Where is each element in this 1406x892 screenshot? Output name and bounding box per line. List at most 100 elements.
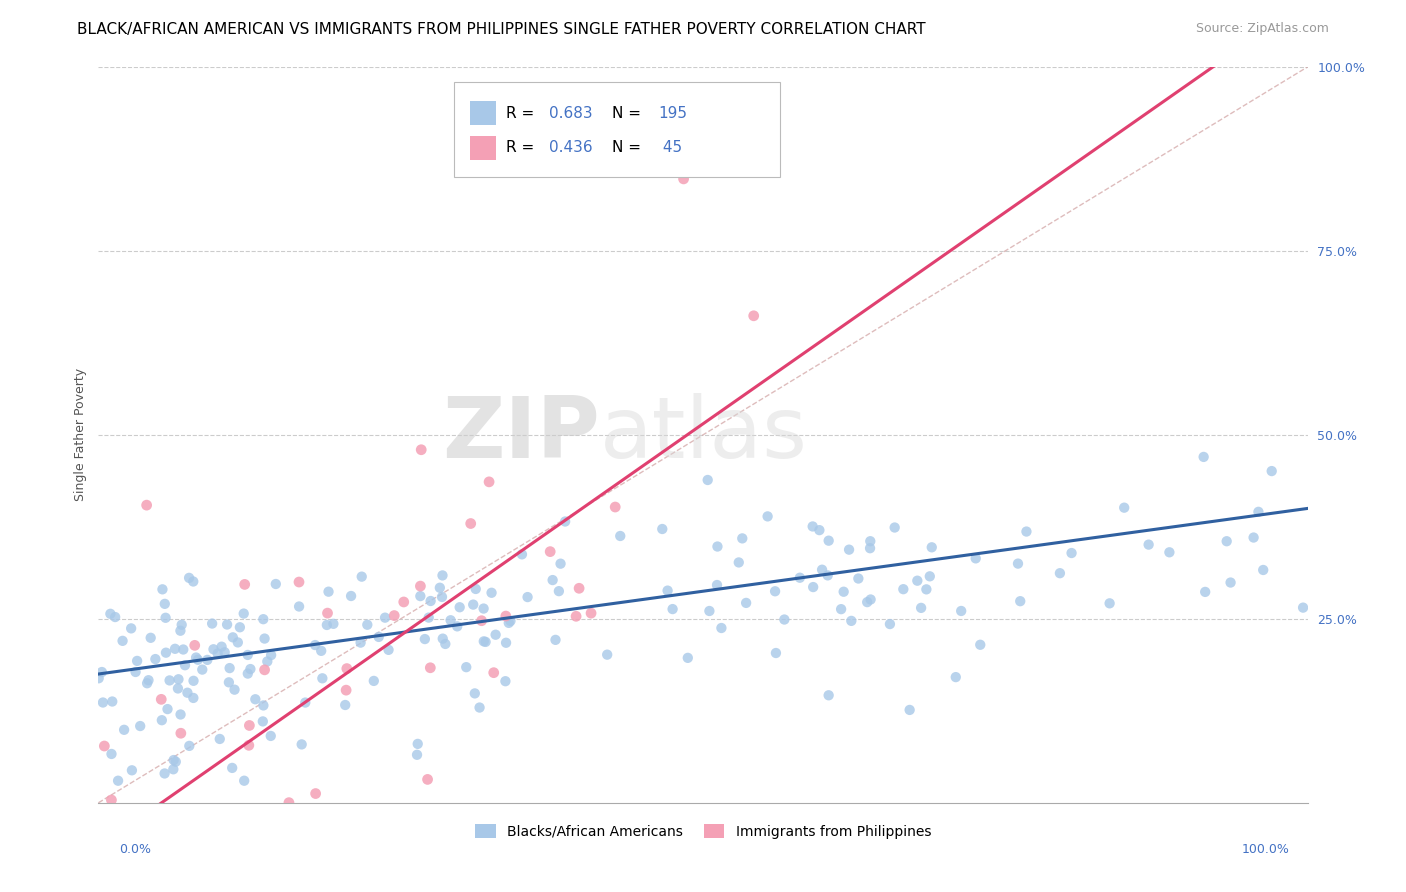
FancyBboxPatch shape xyxy=(454,81,780,178)
Point xyxy=(1243,531,1265,545)
Point xyxy=(163,641,186,656)
Point xyxy=(430,590,453,604)
Point xyxy=(183,690,205,705)
Point xyxy=(238,718,260,732)
Text: 45: 45 xyxy=(658,140,682,155)
Point xyxy=(374,610,396,624)
Point xyxy=(801,580,824,594)
Point xyxy=(218,675,240,690)
Point xyxy=(485,628,508,642)
Text: 100.0%: 100.0% xyxy=(1241,843,1289,855)
Point xyxy=(93,832,115,847)
Point xyxy=(468,700,491,714)
Point xyxy=(245,692,267,706)
Point xyxy=(676,651,699,665)
Point xyxy=(224,682,246,697)
Point xyxy=(202,642,225,657)
Point xyxy=(169,707,191,722)
Point xyxy=(464,686,486,700)
Point xyxy=(318,584,340,599)
Point xyxy=(830,602,852,616)
Point xyxy=(177,571,200,585)
Point xyxy=(651,522,673,536)
Point xyxy=(550,557,572,571)
Point xyxy=(90,827,112,841)
Point xyxy=(195,832,218,847)
Text: 195: 195 xyxy=(658,106,688,120)
Point xyxy=(155,611,177,625)
Point xyxy=(304,638,326,652)
Point xyxy=(494,674,516,689)
Point xyxy=(817,688,839,702)
Point xyxy=(236,666,259,681)
Point xyxy=(910,600,932,615)
Point xyxy=(945,670,967,684)
Point xyxy=(856,595,879,609)
Point xyxy=(478,475,501,489)
Point xyxy=(221,761,243,775)
Point xyxy=(150,692,173,706)
Point xyxy=(322,616,344,631)
Point xyxy=(100,747,122,761)
Point xyxy=(217,617,239,632)
Point xyxy=(195,653,218,667)
Point xyxy=(859,592,882,607)
Point xyxy=(222,631,245,645)
Point xyxy=(356,617,378,632)
Point xyxy=(253,632,276,646)
Point xyxy=(472,601,495,615)
Point xyxy=(482,665,505,680)
Point xyxy=(304,787,326,801)
Point xyxy=(432,632,454,646)
Point xyxy=(288,599,311,614)
Point xyxy=(735,596,758,610)
Point xyxy=(731,532,754,546)
Point xyxy=(565,609,588,624)
Point xyxy=(231,832,253,847)
Point xyxy=(153,766,176,780)
Point xyxy=(91,696,114,710)
Point xyxy=(817,568,839,582)
Point xyxy=(789,571,811,585)
Point xyxy=(429,581,451,595)
Point xyxy=(474,635,496,649)
Point xyxy=(463,598,485,612)
Point xyxy=(107,802,129,816)
Point xyxy=(464,582,486,596)
Point xyxy=(1194,585,1216,599)
Point xyxy=(808,523,831,537)
Point xyxy=(699,604,721,618)
Point xyxy=(136,676,159,690)
Point xyxy=(349,635,371,649)
Point xyxy=(891,582,914,597)
Point xyxy=(965,551,987,566)
Point xyxy=(167,673,190,687)
Point xyxy=(661,602,683,616)
Point xyxy=(859,534,882,549)
Point xyxy=(146,832,169,847)
Point xyxy=(150,713,173,727)
Point xyxy=(544,632,567,647)
Point xyxy=(170,617,193,632)
Point xyxy=(879,617,901,632)
Point xyxy=(382,608,405,623)
Point xyxy=(846,572,869,586)
Point xyxy=(184,638,207,652)
Point xyxy=(765,646,787,660)
Point xyxy=(413,632,436,646)
Text: BLACK/AFRICAN AMERICAN VS IMMIGRANTS FROM PHILIPPINES SINGLE FATHER POVERTY CORR: BLACK/AFRICAN AMERICAN VS IMMIGRANTS FRO… xyxy=(77,22,927,37)
Point xyxy=(432,568,454,582)
Point xyxy=(152,582,174,597)
Point xyxy=(207,647,229,661)
Point xyxy=(596,648,619,662)
Point xyxy=(316,606,339,620)
Point xyxy=(392,595,415,609)
Point xyxy=(538,544,561,558)
Point xyxy=(253,663,276,677)
Point xyxy=(239,662,262,676)
Point xyxy=(481,586,503,600)
Point xyxy=(696,473,718,487)
Text: R =: R = xyxy=(506,106,538,120)
Point xyxy=(367,630,389,644)
Point xyxy=(918,569,941,583)
